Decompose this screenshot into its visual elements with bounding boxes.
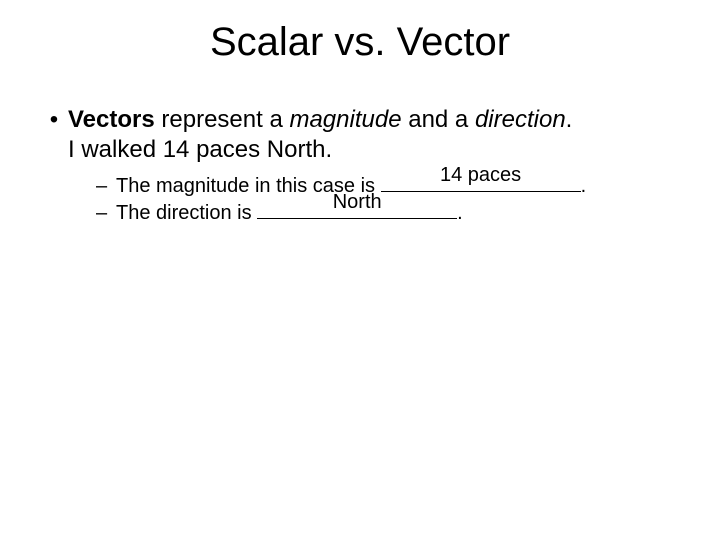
dash-icon: – [96, 200, 116, 227]
answer-direction: North [257, 189, 457, 216]
vectors-direction: direction [475, 106, 566, 133]
bullet-content: Vectors represent a magnitude and a dire… [68, 105, 680, 165]
bullet-dot-icon: • [40, 105, 68, 165]
vectors-example: I walked 14 paces North. [68, 136, 332, 163]
vectors-mid2: and a [402, 106, 475, 133]
sub-magnitude-suffix: . [581, 175, 587, 197]
vectors-magnitude: magnitude [289, 106, 401, 133]
sub-direction-content: The direction is North. [116, 200, 680, 227]
bullet-vectors: • Vectors represent a magnitude and a di… [40, 105, 680, 165]
slide: Scalar vs. Vector • Vectors represent a … [0, 0, 720, 540]
slide-body: • Vectors represent a magnitude and a di… [0, 65, 720, 227]
sub-bullet-direction: – The direction is North. [96, 200, 680, 227]
sub-direction-suffix: . [457, 202, 463, 224]
slide-title: Scalar vs. Vector [0, 0, 720, 65]
vectors-mid1: represent a [155, 106, 290, 133]
sub-bullet-list: – The magnitude in this case is 14 paces… [40, 171, 680, 227]
answer-magnitude: 14 paces [381, 162, 581, 189]
dash-icon: – [96, 173, 116, 200]
vectors-strong: Vectors [68, 106, 155, 133]
blank-direction: North [257, 218, 457, 219]
sub-direction-prefix: The direction is [116, 202, 257, 224]
